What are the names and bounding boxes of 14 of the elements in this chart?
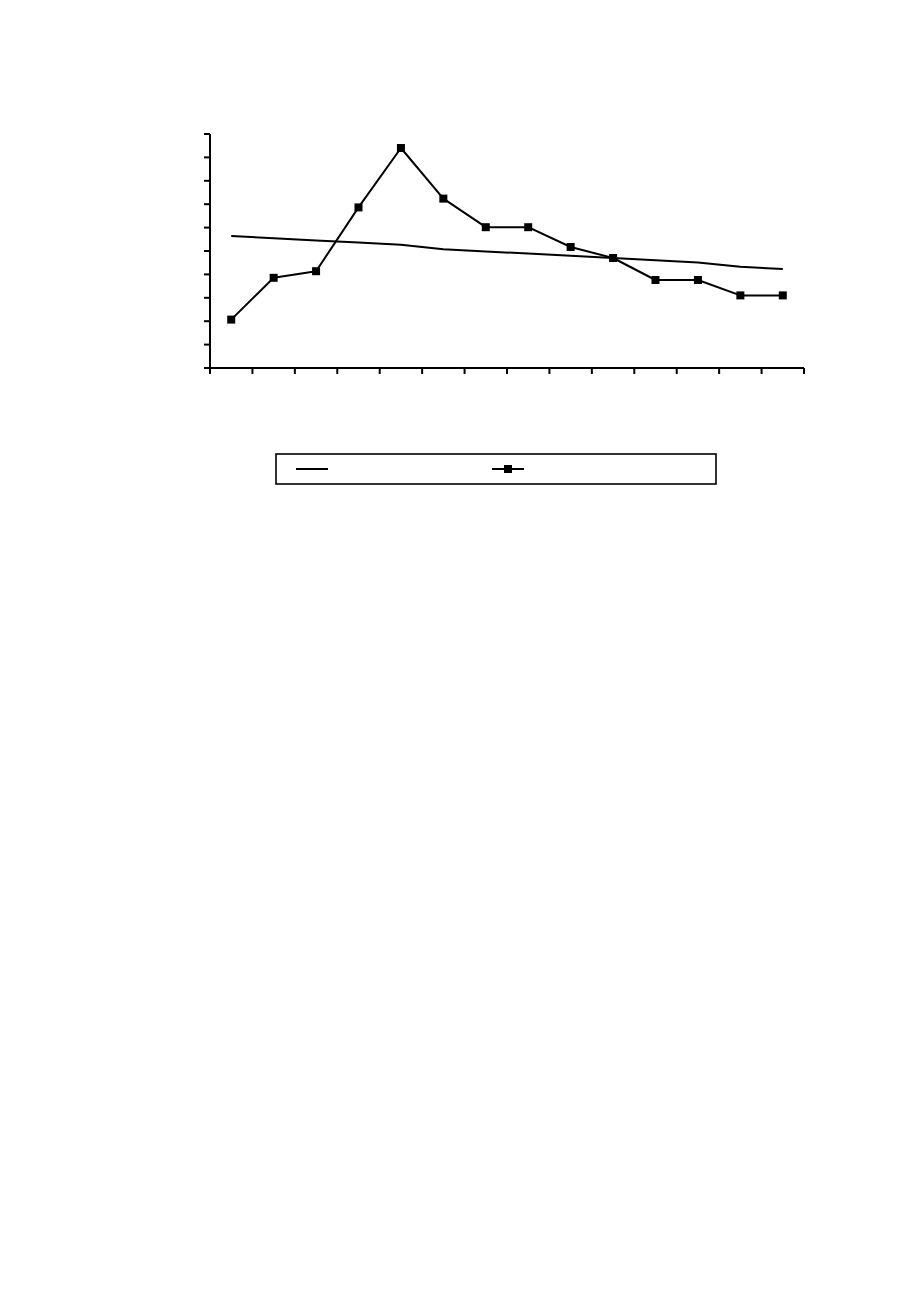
point xyxy=(481,223,490,232)
point xyxy=(354,203,363,212)
point xyxy=(269,273,278,282)
point xyxy=(609,254,618,262)
point xyxy=(227,315,236,324)
point xyxy=(736,291,745,300)
point xyxy=(396,144,405,152)
point xyxy=(312,267,321,276)
point xyxy=(778,291,787,300)
point xyxy=(524,223,533,232)
point xyxy=(651,276,660,284)
point xyxy=(566,243,575,251)
point xyxy=(693,276,702,284)
point xyxy=(439,194,448,203)
